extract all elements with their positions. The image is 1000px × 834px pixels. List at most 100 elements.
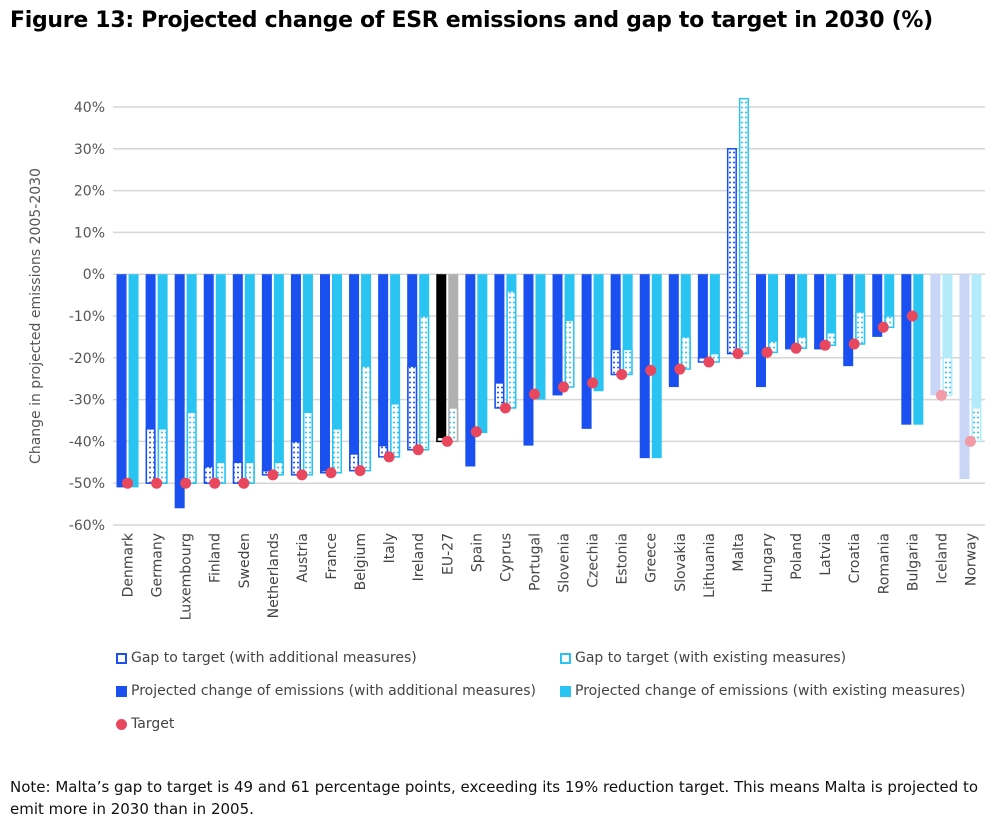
bar-projected-add	[145, 274, 156, 484]
bar-projected-ex	[797, 274, 808, 349]
figure-title: Figure 13: Projected change of ESR emiss…	[10, 8, 933, 33]
bar-projected-add	[465, 274, 476, 467]
bar-projected-ex	[855, 274, 866, 345]
legend-gap-existing: Gap to target (with existing measures)	[560, 650, 846, 666]
y-tick-label: -60%	[69, 518, 105, 534]
bar-projected-add	[872, 274, 883, 337]
bar-projected-ex	[651, 274, 662, 459]
y-tick-label: -30%	[69, 393, 105, 409]
bar-projected-ex	[622, 274, 633, 375]
bar-gap-add	[145, 428, 156, 484]
target-marker	[587, 377, 599, 389]
bar-gap-ex	[448, 407, 459, 443]
target-marker	[732, 348, 744, 360]
target-marker	[819, 339, 831, 351]
bar-projected-ex	[477, 274, 488, 434]
bar-projected-ex	[680, 274, 691, 370]
bar-projected-add	[610, 274, 621, 375]
bar-gap-add	[232, 461, 243, 484]
figure-note: Note: Malta’s gap to target is 49 and 61…	[10, 778, 979, 818]
x-tick-label: Czechia	[586, 533, 602, 588]
bar-gap-ex	[273, 461, 284, 476]
bar-projected-add	[174, 274, 185, 509]
bar-projected-ex	[157, 274, 168, 484]
legend-swatch	[116, 685, 127, 697]
target-marker	[790, 342, 802, 354]
target-marker	[209, 477, 221, 489]
bar-projected-ex	[215, 274, 226, 484]
x-tick-label: Ireland	[411, 533, 427, 581]
x-tick-label: Sweden	[237, 533, 253, 588]
bar-projected-ex	[128, 274, 139, 488]
bar-projected-add	[232, 274, 243, 484]
bar-gap-ex	[157, 428, 168, 484]
bar-gap-add	[378, 444, 389, 458]
bar-projected-ex	[768, 274, 778, 353]
x-tick-label: Bulgaria	[905, 533, 921, 591]
bar-projected-ex	[390, 274, 401, 457]
bar-projected-add	[930, 274, 941, 396]
y-tick-label: -50%	[69, 476, 105, 492]
target-marker	[238, 477, 250, 489]
y-tick-label: -40%	[69, 434, 105, 450]
bar-gap-ex	[971, 407, 982, 443]
bar-gap-ex	[506, 290, 517, 409]
x-tick-label: Estonia	[615, 533, 631, 585]
bar-gap-add	[610, 348, 621, 376]
bar-projected-add	[378, 274, 389, 457]
y-axis-label: Change in projected emissions 2005-2030	[28, 168, 44, 464]
bar-gap-ex	[768, 340, 778, 354]
bar-gap-ex	[186, 411, 197, 484]
target-marker	[616, 369, 628, 381]
legend-label: Gap to target (with existing measures)	[575, 650, 847, 666]
target-marker	[122, 477, 134, 489]
x-tick-label: EU-27	[440, 533, 456, 575]
x-tick-label: Slovenia	[557, 533, 573, 593]
bar-projected-ex	[302, 274, 313, 475]
x-tick-label: Hungary	[760, 533, 776, 593]
bar-gap-ex	[419, 315, 430, 451]
bar-projected-add	[494, 274, 505, 408]
target-marker	[761, 346, 773, 358]
x-tick-label: Greece	[644, 533, 660, 583]
x-tick-label: Slovakia	[673, 533, 689, 592]
bar-gap-add	[494, 382, 505, 409]
bar-gap-add	[349, 453, 360, 472]
target-marker	[703, 356, 715, 368]
bar-projected-ex	[448, 274, 459, 442]
bar-gap-add	[290, 440, 301, 476]
x-tick-label: Iceland	[934, 533, 950, 584]
x-tick-label: Denmark	[121, 532, 137, 597]
legend-proj-additional: Projected change of emissions (with addi…	[116, 683, 536, 699]
x-tick-label: Netherlands	[266, 533, 282, 618]
target-marker	[151, 477, 163, 489]
x-tick-label: Lithuania	[702, 533, 718, 598]
bar-gap-ex	[622, 348, 633, 376]
bar-projected-ex	[971, 274, 982, 442]
bar-projected-add	[116, 274, 127, 488]
bar-projected-add	[407, 274, 418, 450]
bar-projected-ex	[535, 274, 546, 400]
bar-gap-ex	[884, 315, 895, 329]
y-tick-label: -20%	[69, 351, 105, 367]
bar-gap-add	[203, 465, 214, 484]
target-marker	[180, 477, 192, 489]
bar-projected-ex	[244, 274, 255, 484]
bar-projected-ex	[913, 274, 924, 425]
legend-label: Target	[131, 716, 175, 732]
target-marker	[267, 469, 279, 481]
bar-gap-add	[726, 148, 737, 355]
legend-swatch	[560, 652, 571, 664]
bar-gap-ex	[361, 365, 372, 472]
target-marker	[935, 389, 947, 401]
bar-projected-ex	[186, 274, 197, 484]
x-tick-label: Belgium	[353, 533, 369, 590]
y-tick-label: 0%	[83, 267, 105, 283]
bar-projected-add	[261, 274, 272, 475]
target-marker	[470, 426, 482, 438]
bar-projected-add	[203, 274, 214, 484]
x-tick-label: Poland	[789, 533, 805, 580]
bar-gap-ex	[855, 311, 866, 345]
bar-gap-ex	[215, 461, 226, 484]
bar-gap-ex	[244, 461, 255, 484]
